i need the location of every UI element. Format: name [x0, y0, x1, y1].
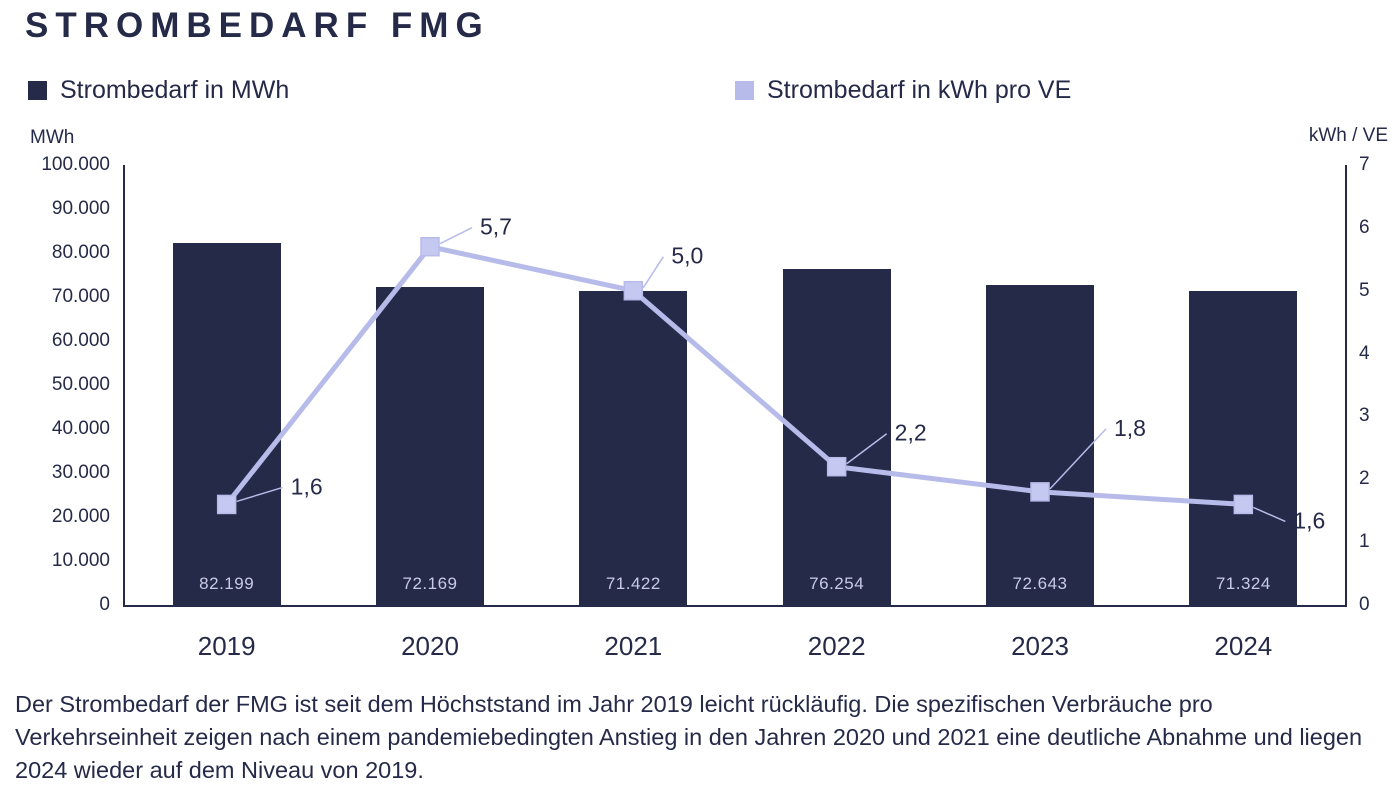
line-value-label-2019: 1,6: [291, 473, 323, 499]
line-marker-2023: [1030, 482, 1050, 502]
legend-item-bar-series: Strombedarf in MWh: [28, 76, 289, 105]
bar-2024: [1189, 291, 1298, 605]
line-marker-2022: [826, 456, 847, 477]
line-value-label-2024: 1,6: [1293, 507, 1325, 533]
right-axis-tick-label: 2: [1359, 468, 1370, 490]
left-axis-tick-label: 40.000: [51, 418, 110, 439]
bar-2023: [986, 285, 1094, 605]
x-axis-label-2021: 2021: [604, 631, 663, 661]
left-axis-tick-label: 50.000: [51, 374, 110, 395]
right-axis-tick-label: 5: [1359, 279, 1370, 301]
data-label-leader-line: [439, 227, 473, 245]
data-label-leader-line: [642, 256, 664, 289]
line-marker-2024: [1233, 494, 1254, 515]
line-marker-2020: [420, 236, 440, 257]
data-label-leader-line: [236, 486, 283, 503]
line-value-label-2021: 5,0: [671, 243, 703, 269]
x-axis-line: [123, 605, 1347, 607]
left-axis-tick-label: 0: [99, 594, 110, 615]
line-value-label-2023: 1,8: [1114, 415, 1146, 441]
x-axis-label-2022: 2022: [807, 631, 866, 661]
bar-value-label-2019: 82.199: [199, 574, 255, 593]
right-axis-tick-label: 1: [1359, 531, 1370, 553]
right-axis-unit-label: kWh / VE: [1308, 125, 1388, 146]
bar-value-label-2023: 72.643: [1012, 574, 1068, 593]
line-series-swatch-icon: [735, 81, 754, 100]
bar-series-legend-label: Strombedarf in MWh: [60, 76, 290, 104]
page-title: STROMBEDARF FMG: [25, 6, 490, 45]
x-axis-label-2024: 2024: [1214, 631, 1273, 661]
line-series-path: [224, 244, 1244, 507]
data-label-leader-line: [1253, 506, 1286, 523]
legend-item-line-series: Strombedarf in kWh pro VE: [735, 76, 1071, 105]
right-axis-tick-label: 0: [1359, 594, 1370, 615]
bar-2020: [376, 287, 484, 605]
right-axis-tick-label: 6: [1359, 216, 1370, 238]
left-axis-tick-label: 10.000: [51, 550, 110, 571]
bar-value-label-2024: 71.324: [1215, 574, 1271, 593]
chart-caption: Der Strombedarf der FMG ist seit dem Höc…: [15, 691, 1363, 783]
data-label-leader-line: [846, 433, 888, 465]
line-marker-2021: [623, 280, 644, 301]
left-axis-unit-label: MWh: [30, 127, 75, 148]
y-axis-right-line: [1345, 165, 1347, 607]
bar-series-swatch-icon: [28, 81, 47, 100]
right-axis-tick-label: 4: [1359, 342, 1370, 364]
data-label-leader-line: [1049, 428, 1107, 490]
x-axis-label-2020: 2020: [401, 631, 459, 661]
x-axis-label-2019: 2019: [197, 631, 256, 661]
bar-2021: [579, 290, 688, 605]
right-axis-tick-label: 7: [1359, 154, 1370, 175]
line-value-label-2022: 2,2: [895, 420, 927, 446]
left-axis-tick-label: 70.000: [51, 286, 110, 307]
left-axis-tick-label: 20.000: [51, 506, 110, 527]
bar-2019: [172, 243, 281, 605]
left-axis-tick-label: 90.000: [51, 198, 110, 219]
y-axis-left-line: [123, 165, 125, 607]
x-axis-label-2023: 2023: [1011, 631, 1069, 661]
bar-value-label-2021: 71.422: [605, 574, 661, 593]
line-marker-2019: [216, 494, 237, 515]
left-axis-tick-label: 60.000: [51, 330, 110, 351]
left-axis-tick-label: 30.000: [51, 462, 110, 483]
line-value-label-2020: 5,7: [480, 214, 512, 240]
left-axis-tick-label: 80.000: [51, 242, 110, 263]
right-axis-tick-label: 3: [1359, 405, 1370, 427]
left-axis-tick-label: 100.000: [41, 154, 110, 175]
bar-value-label-2020: 72.169: [402, 574, 458, 593]
bar-value-label-2022: 76.254: [809, 574, 865, 593]
line-series-legend-label: Strombedarf in kWh pro VE: [767, 76, 1072, 104]
